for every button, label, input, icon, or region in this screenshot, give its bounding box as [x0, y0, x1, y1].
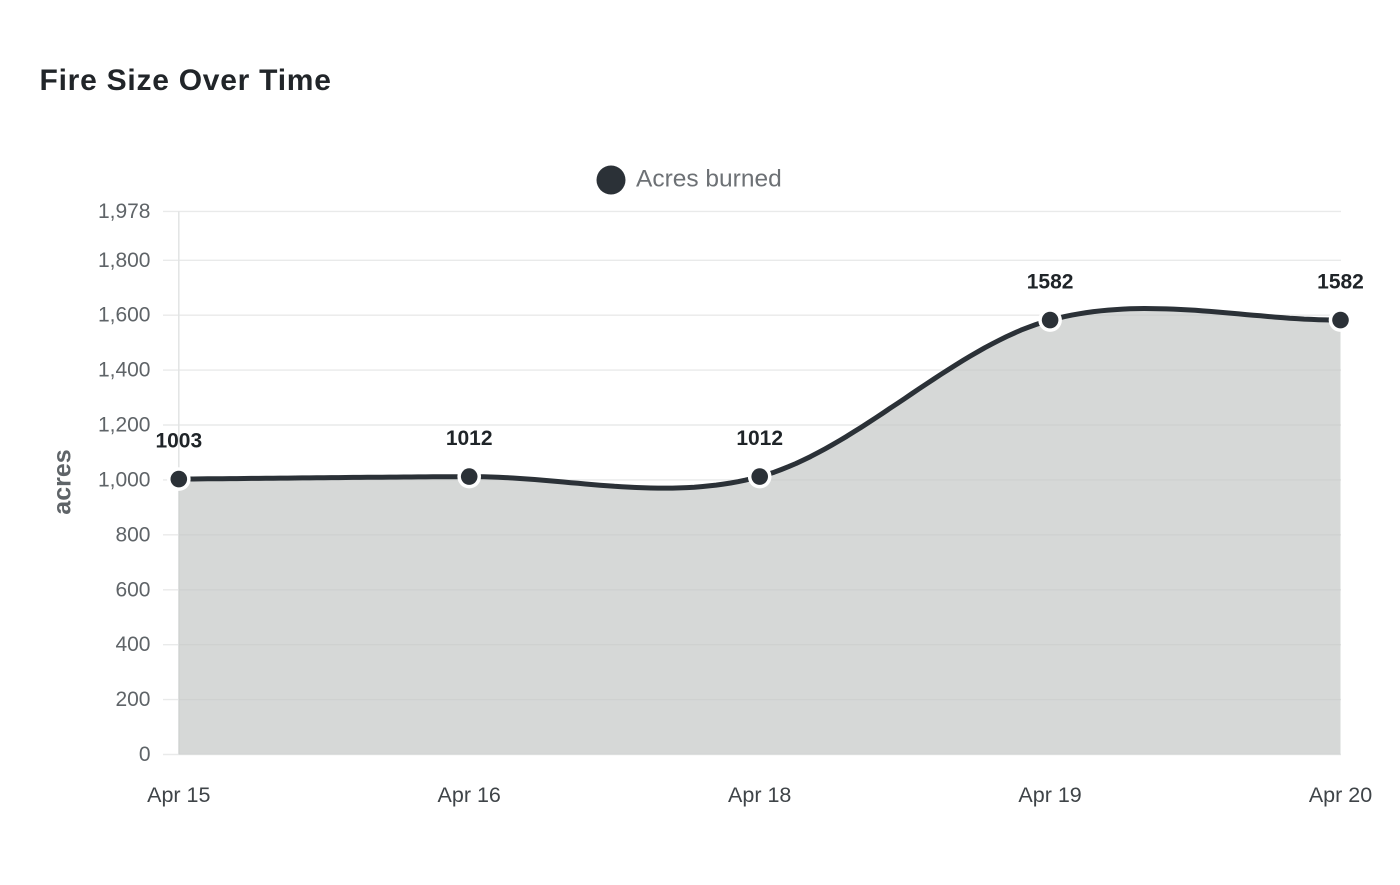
svg-text:200: 200 — [115, 688, 150, 711]
svg-text:Apr 18: Apr 18 — [728, 783, 791, 807]
svg-text:1,400: 1,400 — [98, 359, 151, 382]
svg-text:600: 600 — [115, 578, 150, 601]
svg-text:1,978: 1,978 — [98, 200, 151, 223]
svg-text:1012: 1012 — [446, 427, 493, 450]
svg-text:0: 0 — [139, 743, 151, 766]
svg-text:Apr 15: Apr 15 — [147, 783, 210, 807]
svg-text:1012: 1012 — [736, 427, 783, 450]
svg-text:800: 800 — [115, 523, 150, 546]
svg-text:400: 400 — [115, 633, 150, 656]
svg-text:1582: 1582 — [1317, 271, 1364, 294]
svg-text:1582: 1582 — [1027, 271, 1074, 294]
svg-text:Fire Size Over Time: Fire Size Over Time — [40, 64, 332, 97]
svg-text:acres: acres — [49, 449, 77, 514]
svg-text:1,000: 1,000 — [98, 468, 151, 491]
svg-text:Apr 20: Apr 20 — [1309, 783, 1372, 807]
svg-text:Apr 16: Apr 16 — [438, 783, 501, 807]
svg-text:1,800: 1,800 — [98, 249, 151, 272]
svg-text:Apr 19: Apr 19 — [1018, 783, 1081, 807]
svg-text:1,200: 1,200 — [98, 414, 151, 437]
svg-text:1,600: 1,600 — [98, 304, 151, 327]
svg-text:1003: 1003 — [155, 430, 202, 453]
svg-text:Acres burned: Acres burned — [636, 166, 782, 193]
